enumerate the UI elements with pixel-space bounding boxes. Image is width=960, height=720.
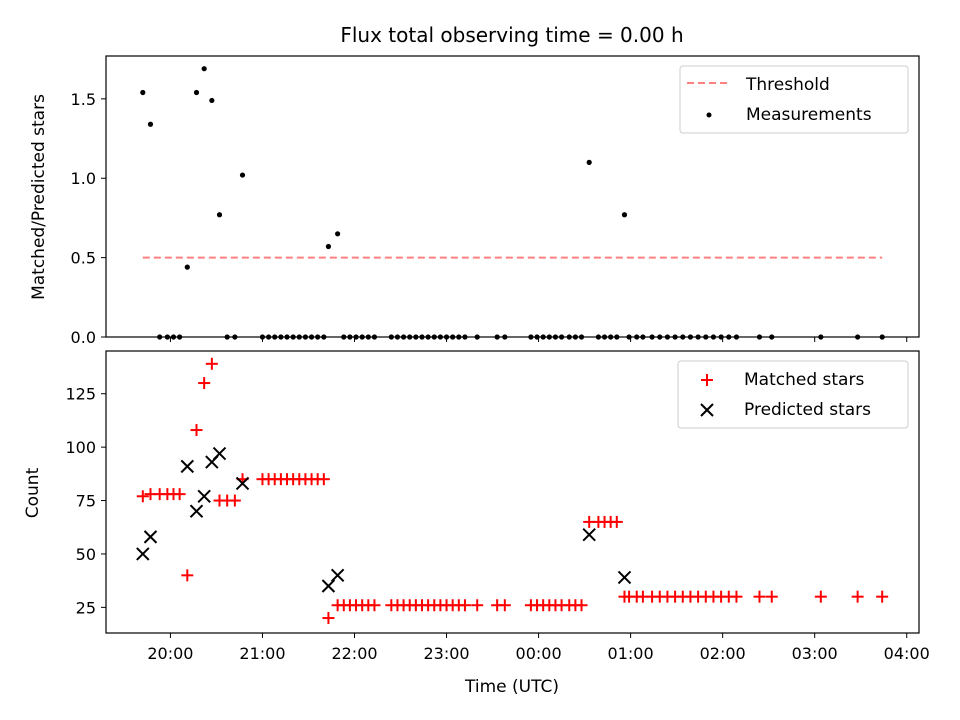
matched-star-point [317,473,330,486]
top-y-tick-label: 0.0 [71,328,96,347]
legend-matched-label: Matched stars [744,370,864,390]
matched-star-point [765,590,778,603]
matched-star-point [876,590,889,603]
matched-star-point [190,424,203,437]
bottom-y-axis-label: Count [23,467,43,518]
matched-star-point [814,590,827,603]
measurement-point [335,231,341,237]
measurement-point [325,243,332,250]
bottom-y-tick-label: 125 [65,385,96,404]
matched-star-point [610,515,623,528]
bottom-x-axis-label: Time (UTC) [464,677,559,697]
bottom-axes-frame [105,350,920,634]
matched-star-point [368,599,381,612]
measurement-point [216,212,223,218]
predicted-star-point [189,504,204,518]
legend-matched-swatch [701,374,713,386]
bottom-legend-box [677,360,909,429]
matched-star-point [228,494,241,507]
bottom-x-tick-label: 01:00 [608,644,654,663]
top-panel: Flux total observing time = 0.00 h 0.0 0.… [29,23,920,347]
bottom-x-tick-label: 21:00 [239,644,285,663]
predicted-star-point [330,568,345,583]
measurement-point [147,121,154,127]
top-y-tick-label: 0.5 [71,249,96,268]
matched-star-point [173,488,186,501]
measurement-point [239,172,246,178]
top-chart-title: Flux total observing time = 0.00 h [340,23,683,47]
top-y-tick-label: 1.5 [71,90,96,109]
predicted-star-point [197,489,211,503]
top-legend-box [679,65,909,134]
bottom-x-tick-label: 03:00 [792,644,838,663]
measurement-point [184,264,190,270]
bottom-x-tick-label: 00:00 [516,644,562,663]
top-axes-frame [105,55,920,338]
top-legend: Threshold Measurements [679,65,909,134]
legend-predicted-swatch [700,403,714,417]
legend-measurements-swatch [706,112,712,118]
bottom-y-tick-label: 75 [76,492,96,511]
bottom-y-tick-label: 100 [65,438,96,457]
matched-star-point [205,357,218,370]
measurement-point [140,89,146,96]
predicted-star-point [143,530,158,544]
bottom-y-tick-label: 50 [76,545,96,564]
matched-star-point [498,599,511,612]
top-y-axis-label: Matched/Predicted stars [29,94,49,300]
matched-star-point [575,599,588,612]
bottom-x-tick-label: 04:00 [884,644,930,663]
matched-star-point [730,590,743,603]
predicted-star-point [321,579,336,593]
bottom-x-tick-label: 20:00 [147,644,193,663]
predicted-star-point [617,570,632,585]
matched-star-point [753,590,766,603]
matched-star-point [471,599,484,612]
legend-threshold-label: Threshold [745,75,830,95]
measurement-point [193,89,200,96]
predicted-star-point [180,459,195,474]
predicted-star-point [212,446,227,461]
bottom-x-tick-label: 23:00 [423,644,469,663]
matched-star-point [181,569,194,582]
bottom-legend: Matched stars Predicted stars [677,360,909,429]
matched-star-point [322,612,335,625]
predicted-star-point [136,547,150,561]
matched-star-point [851,590,864,603]
matched-star-point [458,599,471,612]
bottom-x-tick-label: 22:00 [331,644,377,663]
legend-measurements-label: Measurements [746,105,872,125]
measurement-point [621,212,628,218]
predicted-star-point [235,476,250,491]
predicted-star-point [582,528,596,542]
matched-star-point [136,490,149,503]
top-y-tick-label: 1.0 [71,169,96,188]
bottom-panel: 25 50 75 100 125 20:00 21:00 22:00 23:00 00:00 01… [23,350,930,697]
measurement-point [201,66,207,72]
bottom-x-tick-label: 02:00 [700,644,746,663]
measurement-point [209,97,215,104]
legend-predicted-label: Predicted stars [744,400,871,420]
matched-star-point [198,377,211,390]
bottom-y-tick-label: 25 [76,598,96,617]
measurement-point [586,159,592,165]
